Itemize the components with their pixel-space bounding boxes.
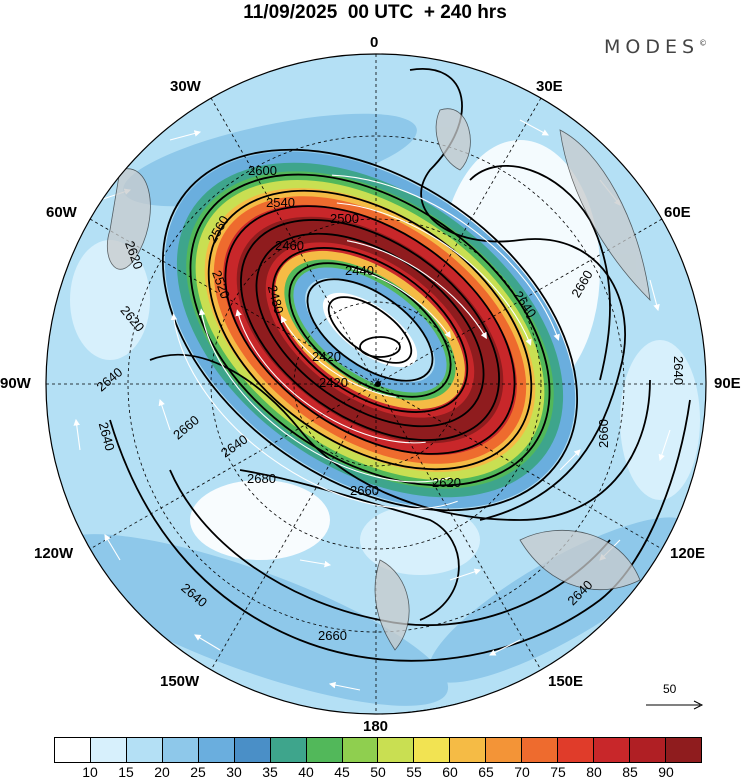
colorbar-segment — [630, 738, 666, 762]
colorbar-segment — [665, 738, 701, 762]
polar-map: 2600 2540 2560 2620 2460 2440 2420 2420 … — [45, 53, 707, 715]
modes-logo: MODES© — [604, 36, 708, 58]
map-title: 11/09/2025 00 UTC + 240 hrs — [243, 2, 507, 23]
lon-label-180: 180 — [363, 718, 389, 735]
lon-label-60e: 60E — [664, 204, 691, 221]
colorbar-segment — [162, 738, 199, 762]
contour-label: 2660 — [318, 628, 347, 643]
colorbar-tick-label: 40 — [298, 764, 314, 780]
lon-label-30e: 30E — [536, 78, 563, 95]
contour-label: 2640 — [671, 356, 686, 385]
colorbar-segment — [270, 738, 307, 762]
reference-vector-arrow — [646, 700, 704, 710]
contour-label: 2500 — [330, 211, 359, 226]
colorbar-tick-label: 25 — [190, 764, 206, 780]
colorbar-tick-label: 90 — [658, 764, 674, 780]
colorbar-segment — [558, 738, 595, 762]
contour-label: 2420 — [319, 375, 348, 390]
colorbar-tick-label: 55 — [406, 764, 422, 780]
lon-label-150w: 150W — [160, 673, 200, 690]
colorbar-ticks: 10 15 20 25 30 35 40 45 50 55 60 65 70 75 80 85 90 — [0, 764, 750, 782]
contour-label: 2420 — [312, 349, 341, 364]
contour-label: 2660 — [596, 419, 611, 448]
reference-vector-value: 50 — [663, 682, 677, 696]
colorbar-tick-label: 75 — [550, 764, 566, 780]
lon-label-120e: 120E — [670, 545, 706, 562]
contour-label: 2460 — [275, 238, 304, 253]
colorbar-segment — [55, 738, 91, 762]
colorbar-tick-label: 80 — [586, 764, 602, 780]
contour-label: 2680 — [247, 471, 276, 486]
pole-marker — [375, 381, 381, 387]
colorbar-tick-label: 50 — [370, 764, 386, 780]
lon-label-120w: 120W — [34, 545, 74, 562]
colorbar — [54, 737, 702, 763]
contour-label: 2600 — [248, 163, 277, 178]
colorbar-segment — [486, 738, 523, 762]
colorbar-tick-label: 65 — [478, 764, 494, 780]
colorbar-tick-label: 15 — [118, 764, 134, 780]
contour-label: 2660 — [350, 483, 379, 498]
colorbar-tick-label: 45 — [334, 764, 350, 780]
lon-label-150e: 150E — [548, 673, 584, 690]
wind-speed-fill — [46, 54, 706, 714]
contour-label: 2540 — [266, 195, 295, 210]
colorbar-segment — [234, 738, 271, 762]
colorbar-segment — [198, 738, 235, 762]
lon-label-30w: 30W — [170, 78, 201, 95]
colorbar-tick-label: 70 — [514, 764, 530, 780]
wind-streamlines — [73, 119, 671, 691]
lon-label-90w: 90W — [0, 375, 31, 392]
colorbar-tick-label: 85 — [622, 764, 638, 780]
lon-label-0: 0 — [370, 34, 379, 51]
colorbar-segment — [306, 738, 343, 762]
lon-label-60w: 60W — [46, 204, 77, 221]
colorbar-tick-label: 20 — [154, 764, 170, 780]
colorbar-tick-label: 60 — [442, 764, 458, 780]
colorbar-tick-label: 35 — [262, 764, 278, 780]
coastlines — [106, 108, 651, 651]
contour-label: 2440 — [345, 263, 374, 278]
contour-labels: 2600 2540 2560 2620 2460 2440 2420 2420 … — [94, 163, 686, 643]
contour-label: 2480 — [265, 284, 287, 316]
colorbar-tick-label: 30 — [226, 764, 242, 780]
colorbar-segment — [342, 738, 379, 762]
colorbar-segment — [378, 738, 415, 762]
contour-label: 2640 — [96, 421, 118, 453]
contour-label: 2620 — [432, 475, 461, 490]
colorbar-segment — [594, 738, 630, 762]
colorbar-segment — [126, 738, 163, 762]
colorbar-segment — [414, 738, 451, 762]
colorbar-segment — [90, 738, 127, 762]
lon-label-90e: 90E — [714, 375, 741, 392]
colorbar-segment — [522, 738, 559, 762]
colorbar-segment — [450, 738, 487, 762]
colorbar-tick-label: 10 — [82, 764, 98, 780]
